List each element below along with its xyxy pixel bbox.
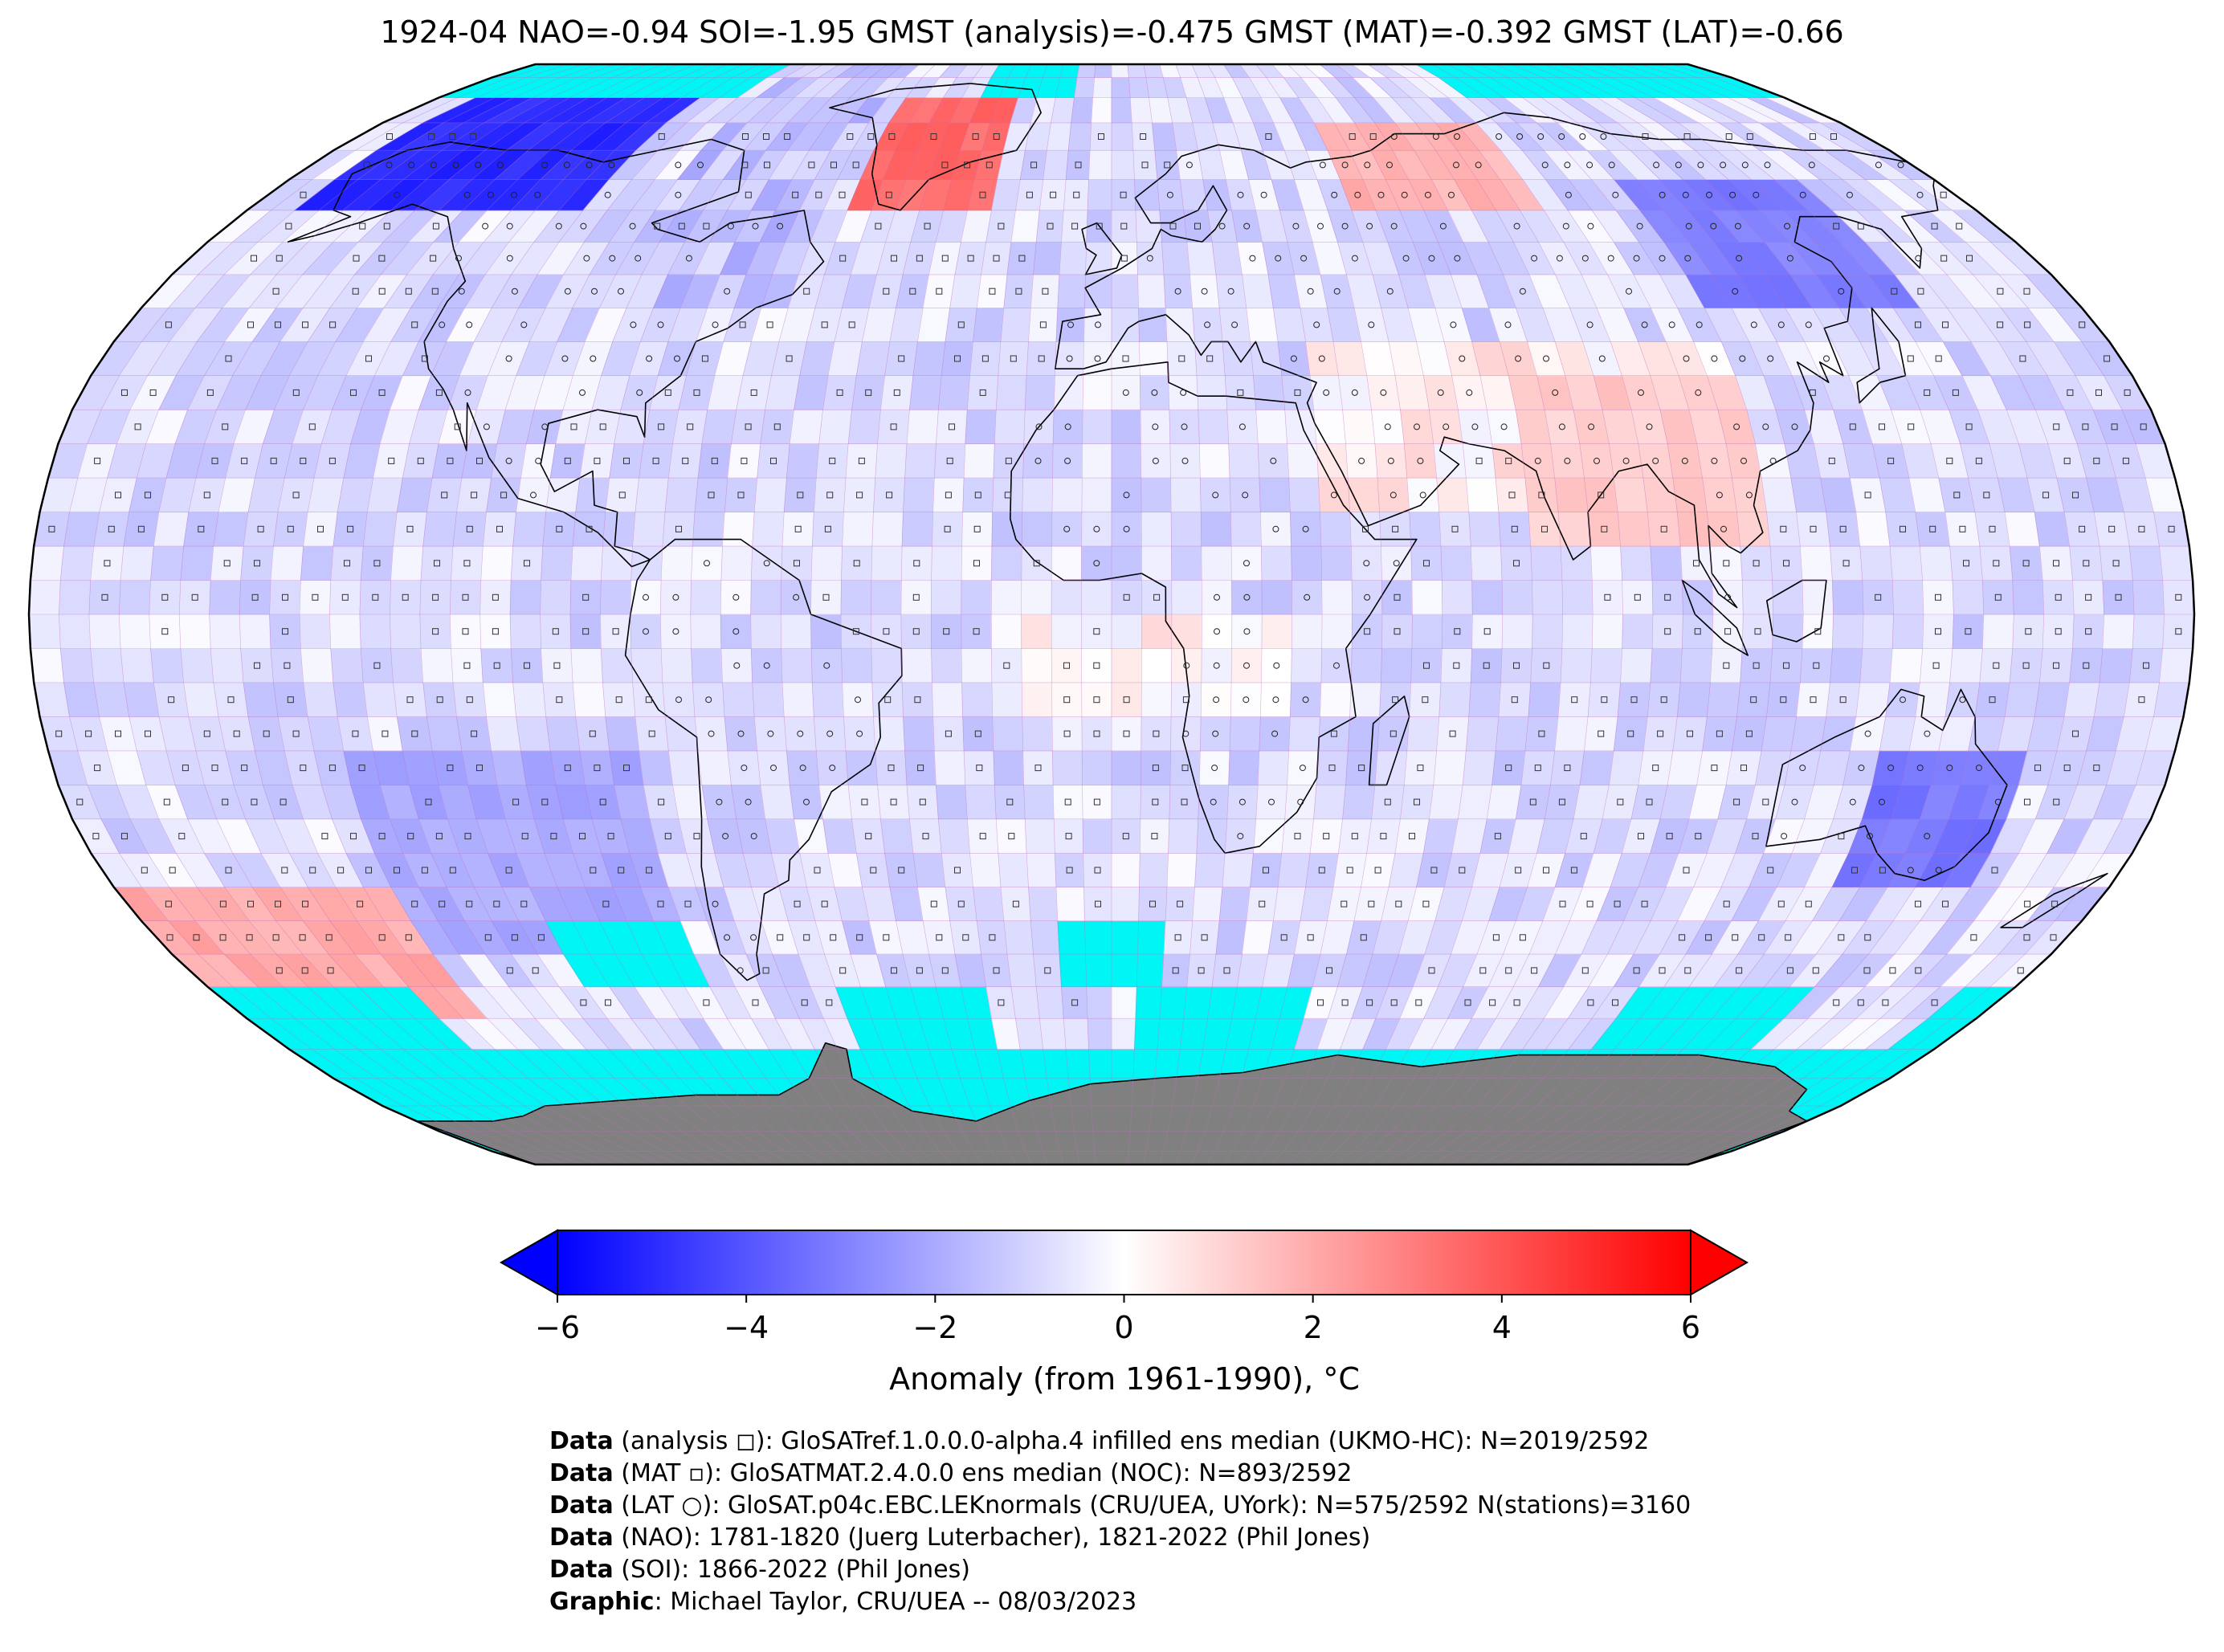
colorbar-tick-label: 2 — [1304, 1310, 1323, 1345]
colorbar-extend-max — [1690, 1229, 1749, 1296]
colorbar-tick-label: 6 — [1681, 1310, 1700, 1345]
credit-line: Data (MAT ▫): GloSATMAT.2.4.0.0 ens medi… — [549, 1459, 1353, 1487]
colorbar-tick-label: −2 — [912, 1310, 957, 1345]
anomaly-map — [27, 63, 2196, 1166]
colorbar-ticks: −6 −4 −2 0 2 4 6 — [535, 1295, 1700, 1345]
credit-line: Data (NAO): 1781-1820 (Juerg Luterbacher… — [549, 1524, 1371, 1552]
colorbar-label: Anomaly (from 1961-1990), °C — [889, 1361, 1360, 1397]
colorbar-tick-label: −4 — [724, 1310, 769, 1345]
credit-line: Graphic: Michael Taylor, CRU/UEA -- 08/0… — [549, 1588, 1137, 1616]
colorbar-tick-label: −6 — [535, 1310, 580, 1345]
data-credits: Data (analysis ◻): GloSATref.1.0.0.0-alp… — [549, 1426, 1691, 1618]
colorbar-tick-label: 4 — [1492, 1310, 1512, 1345]
colorbar-gradient — [557, 1230, 1691, 1295]
credit-line: Data (analysis ◻): GloSATref.1.0.0.0-alp… — [549, 1427, 1650, 1455]
credit-line: Data (LAT ○): GloSAT.p04c.EBC.LEKnormals… — [549, 1491, 1691, 1519]
credit-line: Data (SOI): 1866-2022 (Phil Jones) — [549, 1556, 970, 1584]
colorbar-tick-label: 0 — [1114, 1310, 1133, 1345]
map-title: 1924-04 NAO=-0.94 SOI=-1.95 GMST (analys… — [380, 14, 1844, 50]
colorbar: −6 −4 −2 0 2 4 6 Anomaly (from 1961-1990), °C — [499, 1229, 1749, 1397]
colorbar-extend-min — [499, 1229, 558, 1296]
